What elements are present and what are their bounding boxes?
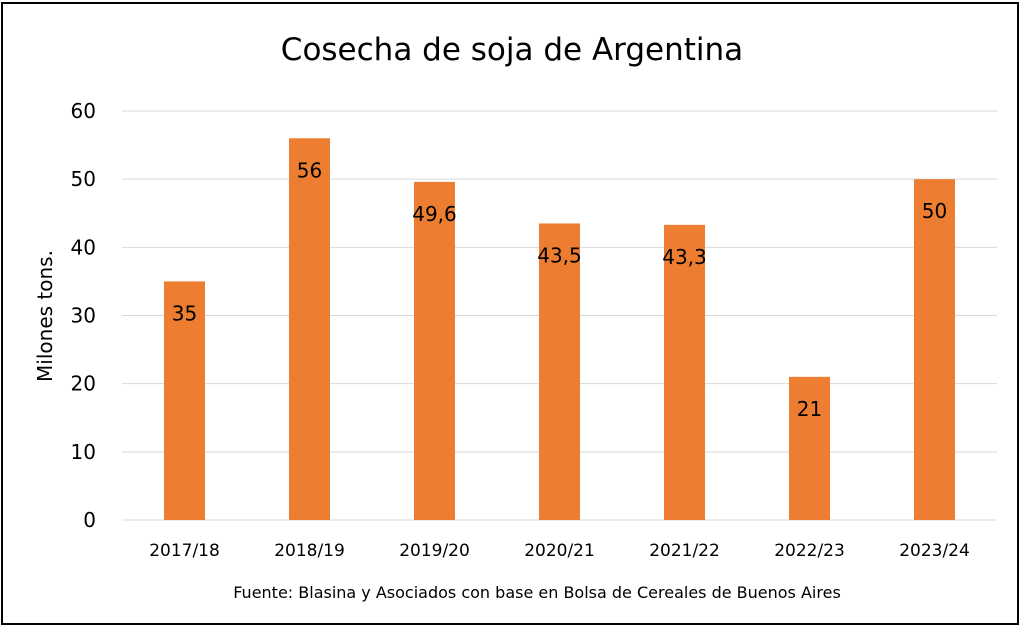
y-tick-label: 20 (71, 372, 96, 396)
y-tick-label: 30 (71, 304, 96, 328)
data-label: 43,5 (537, 243, 582, 267)
data-label: 35 (172, 301, 197, 325)
data-label: 56 (297, 158, 322, 182)
y-tick-label: 50 (71, 167, 96, 191)
data-label: 50 (922, 199, 947, 223)
data-label: 21 (797, 397, 822, 421)
x-tick-label: 2021/22 (649, 541, 720, 561)
chart-title: Cosecha de soja de Argentina (281, 32, 743, 68)
x-axis-categories: 2017/18 2018/19 2019/20 2020/21 2021/22 2022/… (149, 541, 970, 561)
bar (289, 138, 330, 520)
bar (164, 281, 205, 520)
x-tick-label: 2020/21 (524, 541, 595, 561)
data-label: 43,3 (662, 245, 707, 269)
data-labels: 35 56 49,6 43,5 43,3 21 50 (172, 158, 947, 421)
bars (164, 138, 955, 521)
x-tick-label: 2022/23 (774, 541, 845, 561)
data-label: 49,6 (412, 202, 457, 226)
y-tick-label: 10 (71, 440, 96, 464)
bar (664, 224, 705, 521)
bar (539, 223, 580, 520)
y-tick-label: 60 (71, 99, 96, 123)
x-tick-label: 2017/18 (149, 541, 220, 561)
x-tick-label: 2018/19 (274, 541, 345, 561)
x-tick-label: 2023/24 (899, 541, 970, 561)
y-axis-ticks: 0 10 20 30 40 50 60 (71, 99, 96, 532)
y-tick-label: 0 (83, 508, 96, 532)
y-tick-label: 40 (71, 235, 96, 259)
bar (414, 181, 455, 521)
y-axis-label: Milones tons. (33, 250, 57, 382)
bar (789, 376, 830, 520)
source-note: Fuente: Blasina y Asociados con base en … (233, 583, 841, 602)
x-tick-label: 2019/20 (399, 541, 470, 561)
bar (914, 179, 955, 520)
